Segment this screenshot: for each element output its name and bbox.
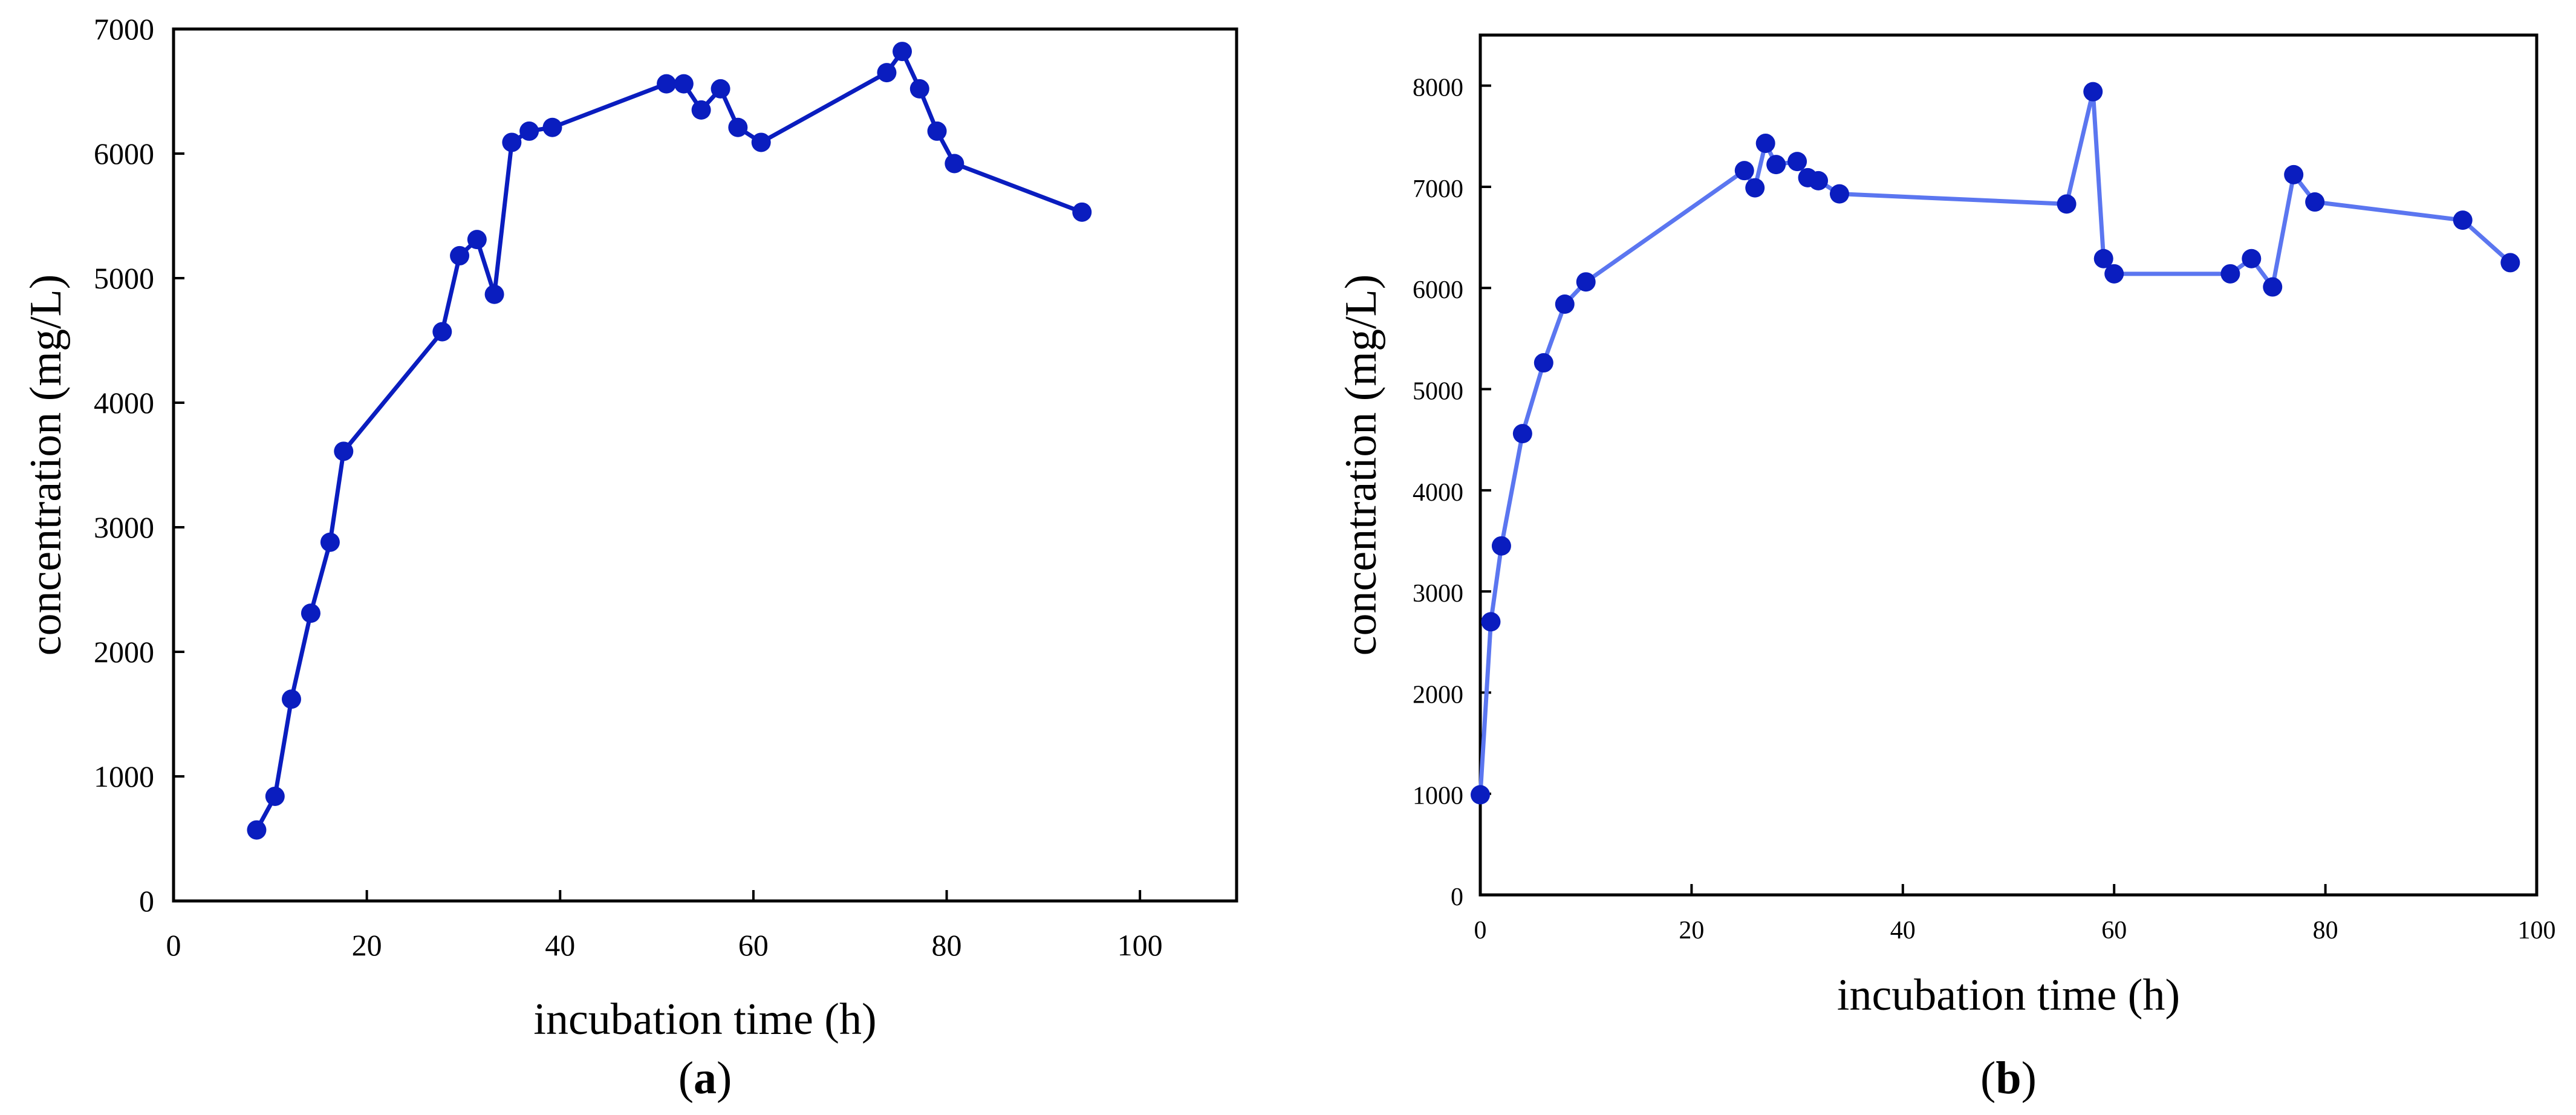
data-point bbox=[1555, 294, 1575, 314]
y-tick-label: 3000 bbox=[94, 510, 154, 544]
data-point bbox=[674, 74, 694, 94]
data-point bbox=[2104, 264, 2124, 284]
series-line bbox=[1478, 89, 2512, 795]
data-point bbox=[1512, 424, 1532, 444]
y-tick-label: 1000 bbox=[1413, 782, 1463, 810]
data-point bbox=[281, 689, 301, 709]
y-tick-label: 0 bbox=[139, 884, 154, 918]
data-point bbox=[927, 121, 947, 141]
data-point bbox=[877, 63, 897, 83]
y-axis-title: concentration (mg/L) bbox=[21, 275, 71, 656]
x-tick-label: 40 bbox=[545, 928, 575, 962]
data-point bbox=[265, 786, 285, 806]
chart-panel-a: 0 1000 2000 3000 4000 5000 6000 7000 0 20 40 60 80 10… bbox=[21, 12, 1238, 1104]
panel-label-open: ( bbox=[678, 1053, 694, 1104]
x-tick-label: 100 bbox=[1117, 928, 1163, 962]
panel-label-close: ) bbox=[2021, 1053, 2037, 1104]
data-point bbox=[1755, 134, 1775, 154]
y-tick-label: 5000 bbox=[1413, 378, 1463, 406]
y-tick-label: 5000 bbox=[94, 261, 154, 295]
data-point bbox=[2453, 210, 2473, 230]
x-tick-label: 60 bbox=[2101, 917, 2127, 944]
y-tick-label: 6000 bbox=[1413, 276, 1463, 304]
data-point bbox=[2083, 82, 2103, 102]
data-point bbox=[1829, 184, 1849, 204]
data-point bbox=[2242, 249, 2262, 268]
data-point bbox=[2057, 194, 2077, 214]
panel-label-letter: a bbox=[694, 1053, 717, 1104]
data-point bbox=[1491, 536, 1511, 556]
y-tick-label: 4000 bbox=[1413, 479, 1463, 507]
y-tick-label: 7000 bbox=[1413, 175, 1463, 203]
y-tick-label: 2000 bbox=[94, 635, 154, 669]
x-tick-label: 100 bbox=[2518, 917, 2556, 944]
x-axis-title: incubation time (h) bbox=[533, 995, 876, 1044]
data-point bbox=[728, 117, 748, 137]
data-point bbox=[1534, 353, 1553, 373]
data-point bbox=[519, 121, 539, 141]
data-point bbox=[893, 42, 912, 62]
y-tick-label: 8000 bbox=[1413, 74, 1463, 102]
y-tick-label: 2000 bbox=[1413, 681, 1463, 709]
data-point bbox=[1809, 171, 1829, 190]
data-point bbox=[2305, 192, 2325, 212]
panel-label-close: ) bbox=[717, 1053, 732, 1104]
y-tick-label: 7000 bbox=[94, 12, 154, 46]
x-tick-label: 0 bbox=[166, 928, 181, 962]
data-point bbox=[657, 74, 677, 94]
x-tick-label: 20 bbox=[352, 928, 382, 962]
x-tick-label: 60 bbox=[738, 928, 769, 962]
panel-label: (b) bbox=[1980, 1053, 2037, 1104]
data-point bbox=[1072, 202, 1092, 222]
data-point bbox=[1471, 785, 1490, 805]
chart-panel-b: 0 1000 2000 3000 4000 5000 6000 7000 8000 0 20 40 60… bbox=[1336, 33, 2556, 1104]
y-tick-label: 6000 bbox=[94, 137, 154, 171]
data-point bbox=[432, 322, 452, 342]
data-point bbox=[320, 532, 340, 552]
data-point bbox=[1576, 272, 1596, 292]
y-tick-label: 3000 bbox=[1413, 580, 1463, 608]
data-point bbox=[751, 132, 771, 152]
panel-label: (a) bbox=[678, 1053, 732, 1104]
y-axis-title: concentration (mg/L) bbox=[1336, 275, 1386, 656]
y-tick-label: 4000 bbox=[94, 386, 154, 420]
data-point bbox=[2220, 264, 2240, 284]
x-tick-label: 0 bbox=[1474, 917, 1487, 944]
data-point bbox=[467, 230, 487, 250]
data-point bbox=[1734, 161, 1754, 181]
data-point bbox=[2500, 253, 2520, 273]
data-point bbox=[1787, 152, 1807, 172]
data-point bbox=[2263, 277, 2283, 297]
data-point bbox=[484, 284, 504, 304]
data-point bbox=[301, 603, 320, 623]
x-tick-label: 80 bbox=[932, 928, 962, 962]
x-tick-label: 20 bbox=[1679, 917, 1704, 944]
data-point bbox=[1745, 178, 1765, 198]
data-point bbox=[711, 79, 730, 99]
data-point bbox=[2093, 249, 2113, 268]
data-point bbox=[1481, 612, 1501, 632]
data-point bbox=[502, 132, 522, 152]
data-point bbox=[542, 117, 562, 137]
data-point bbox=[1766, 155, 1786, 175]
plot-frame bbox=[172, 27, 1238, 903]
data-point bbox=[334, 441, 354, 461]
data-point bbox=[247, 820, 267, 840]
x-tick-label: 80 bbox=[2313, 917, 2338, 944]
y-tick-label: 0 bbox=[1451, 883, 1463, 911]
x-tick-label: 40 bbox=[1890, 917, 1916, 944]
panel-label-open: ( bbox=[1980, 1053, 1995, 1104]
data-point bbox=[450, 245, 470, 265]
y-tick-label: 1000 bbox=[94, 759, 154, 793]
data-point bbox=[945, 154, 964, 174]
data-point bbox=[909, 79, 929, 99]
plot-frame bbox=[1478, 33, 2539, 897]
data-point bbox=[691, 100, 711, 120]
data-point bbox=[2284, 164, 2304, 184]
panel-label-letter: b bbox=[1995, 1053, 2021, 1104]
x-axis-title: incubation time (h) bbox=[1837, 970, 2180, 1020]
